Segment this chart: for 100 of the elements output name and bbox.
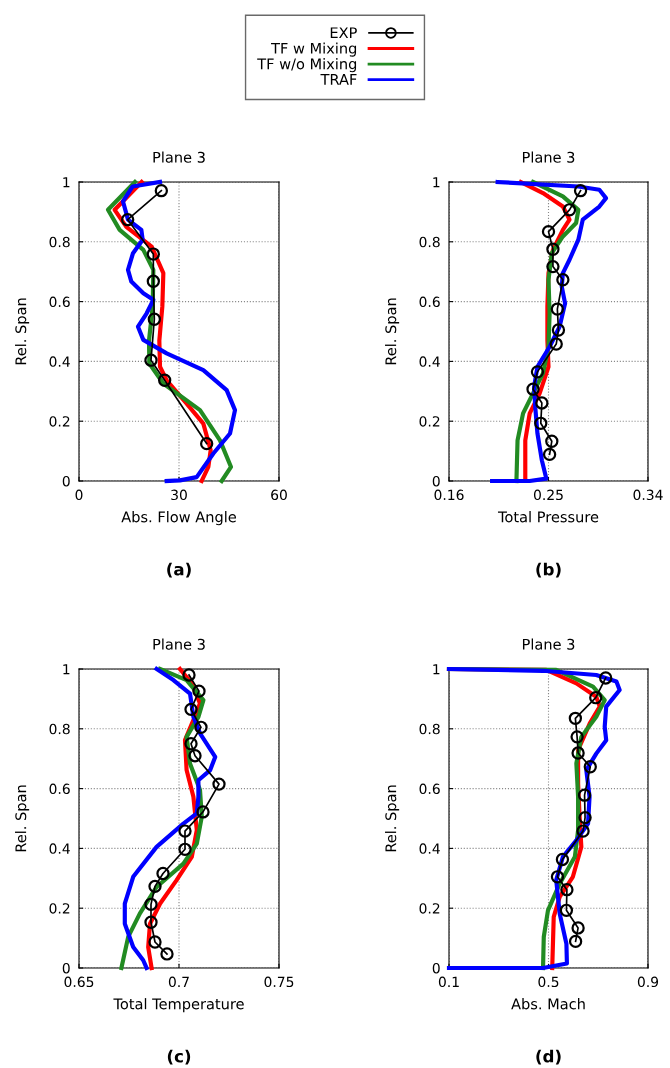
y-tick-label: 0 <box>432 962 440 974</box>
point <box>158 373 172 387</box>
x-tick-label: 0.9 <box>637 976 659 988</box>
text: (d) <box>536 1049 561 1065</box>
point <box>184 737 198 751</box>
y-tick-label: 0.8 <box>49 236 70 248</box>
point <box>154 184 168 198</box>
point <box>599 671 613 685</box>
point <box>160 947 174 961</box>
point <box>148 935 162 949</box>
point <box>546 242 560 256</box>
point <box>568 934 583 949</box>
point <box>194 720 208 734</box>
point <box>545 434 559 448</box>
x-axis-title: Abs. Flow Angle <box>121 511 236 526</box>
point <box>200 436 214 451</box>
x-axis-title: Total Temperature <box>113 998 244 1013</box>
point <box>546 259 560 274</box>
point <box>526 382 540 396</box>
chart-title: Plane 3 <box>522 151 575 163</box>
point <box>589 691 603 705</box>
y-tick-label: 0.6 <box>49 296 70 308</box>
point <box>570 730 584 744</box>
point <box>577 788 592 802</box>
point <box>182 668 196 682</box>
point <box>192 684 206 698</box>
y-tick-label: 1 <box>63 177 70 188</box>
point <box>583 760 597 774</box>
point <box>571 746 585 760</box>
y-tick-label: 0.6 <box>49 783 70 795</box>
chart-title: Plane 3 <box>153 638 205 650</box>
text: (a) <box>167 562 191 578</box>
point <box>196 805 210 819</box>
y-tick-label: 0 <box>62 962 70 974</box>
point <box>555 852 570 867</box>
y-tick-label: 0.8 <box>419 723 440 735</box>
point <box>550 302 565 316</box>
point <box>148 879 162 894</box>
x-tick-label: 0.7 <box>168 976 189 988</box>
x-tick-label: 0.34 <box>633 489 663 501</box>
legend-label: TF w/o Mixing <box>257 58 357 73</box>
legend-label: TRAF <box>320 74 357 85</box>
chart-title: Plane 3 <box>522 638 575 650</box>
x-tick-label: 0.65 <box>64 976 94 988</box>
y-axis-title: Rel. Span <box>385 785 400 852</box>
y-tick-label: 0.8 <box>419 236 440 248</box>
x-axis-title: Abs. Mach <box>511 998 585 1010</box>
x-tick-label: 0.5 <box>538 976 559 988</box>
y-tick-label: 0.6 <box>419 783 440 795</box>
y-tick-label: 0.2 <box>419 903 440 914</box>
point <box>184 702 198 717</box>
point <box>560 883 574 897</box>
y-tick-label: 1 <box>63 664 70 675</box>
y-tick-label: 0.4 <box>49 356 70 367</box>
y-tick-label: 0.2 <box>49 416 70 427</box>
point <box>144 915 158 929</box>
point <box>549 337 563 351</box>
y-tick-label: 0.2 <box>419 416 440 427</box>
point <box>121 213 135 227</box>
point <box>212 777 226 791</box>
y-axis-title: Rel. Span <box>15 785 30 852</box>
point <box>146 247 160 261</box>
y-tick-label: 0.4 <box>419 356 440 367</box>
point <box>535 396 549 410</box>
y-tick-label: 0 <box>432 475 440 487</box>
y-axis-title: Rel. Span <box>385 298 400 365</box>
y-tick-label: 0.4 <box>419 843 440 854</box>
point <box>542 447 557 462</box>
point <box>571 921 585 935</box>
y-tick-label: 1 <box>433 177 440 188</box>
point <box>144 897 158 911</box>
y-tick-label: 0.2 <box>49 903 70 914</box>
point <box>568 711 583 725</box>
y-axis-title: Rel. Span <box>15 298 30 365</box>
y-tick-label: 1 <box>433 664 440 675</box>
point <box>550 870 565 884</box>
line-series <box>122 666 218 971</box>
point <box>578 810 592 825</box>
x-tick-label: 0.16 <box>434 489 464 501</box>
point <box>559 903 574 917</box>
chart-title: Plane 3 <box>153 151 205 163</box>
point <box>144 353 158 367</box>
point <box>556 273 570 287</box>
legend-label: EXP <box>330 27 357 39</box>
point <box>562 203 577 217</box>
text: (b) <box>536 562 561 578</box>
point <box>178 824 192 838</box>
point <box>534 416 548 430</box>
point <box>178 842 192 856</box>
x-tick-label: 0 <box>75 489 83 501</box>
point <box>573 184 588 198</box>
point <box>551 323 566 337</box>
y-tick-label: 0.8 <box>49 723 70 735</box>
x-tick-label: 60 <box>271 489 287 501</box>
y-tick-label: 0.6 <box>419 296 440 308</box>
point <box>530 365 545 379</box>
x-tick-label: 0.75 <box>264 976 294 988</box>
text: (c) <box>167 1049 191 1065</box>
point <box>147 312 161 326</box>
point <box>156 866 170 881</box>
